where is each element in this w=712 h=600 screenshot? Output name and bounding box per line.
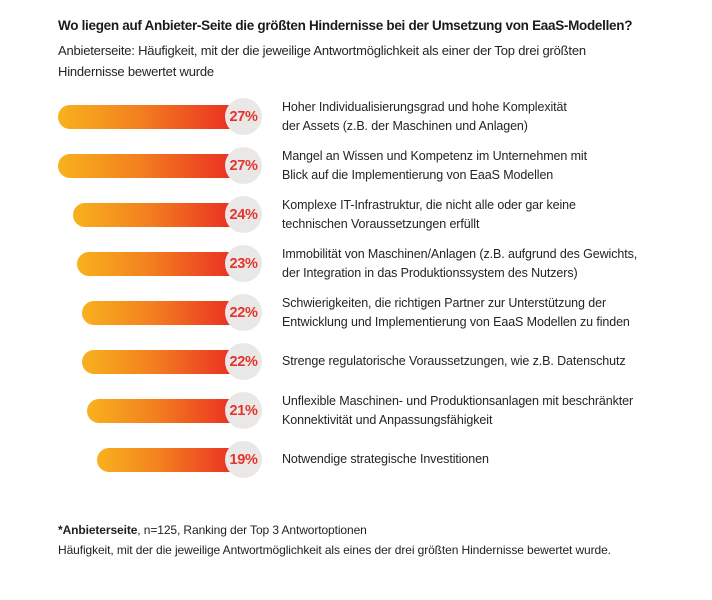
bar-row: 22% Strenge regulatorische Voraussetzung… (0, 337, 712, 386)
bar-row: 22% Schwierigkeiten, die richtigen Partn… (0, 288, 712, 337)
bar-row: 27% Hoher Individualisierungsgrad und ho… (0, 92, 712, 141)
bar-label: Strenge regulatorische Voraussetzungen, … (282, 354, 626, 368)
bar (77, 251, 238, 276)
value-badge: 23% (225, 245, 262, 282)
page-title: Wo liegen auf Anbieter-Seite die größten… (58, 18, 633, 33)
bar-label: Mangel an Wissen und Kompetenz im Untern… (282, 148, 587, 182)
bar-label: Hoher Individualisierungsgrad und hohe K… (282, 99, 567, 133)
bar (82, 300, 238, 325)
footnote: *Anbieterseite, n=125, Ranking der Top 3… (58, 520, 706, 560)
bar-label: Notwendige strategische Investitionen (282, 452, 489, 466)
bar-label: Komplexe IT-Infrastruktur, die nicht all… (282, 197, 576, 231)
value-badge: 22% (225, 343, 262, 380)
value-label: 22% (229, 304, 258, 321)
value-badge: 22% (225, 294, 262, 331)
bar-row: 23% Immobilität von Maschinen/Anlagen (z… (0, 239, 712, 288)
bar-label: Unflexible Maschinen- und Produktionsanl… (282, 393, 634, 427)
value-label: 24% (229, 206, 258, 223)
bar (58, 104, 238, 129)
page-subtitle: Anbieterseite: Häufigkeit, mit der die j… (58, 43, 586, 79)
footnote-sample: , n=125, Ranking der Top 3 Antwortoption… (137, 523, 367, 537)
value-label: 27% (229, 157, 258, 174)
value-badge: 24% (225, 196, 262, 233)
bar (82, 349, 238, 374)
footnote-source: *Anbieterseite (58, 523, 138, 537)
bar-chart: 27% Hoher Individualisierungsgrad und ho… (0, 92, 712, 484)
bar-row: 21% Unflexible Maschinen- und Produktion… (0, 386, 712, 435)
value-label: 19% (229, 451, 258, 468)
value-label: 23% (229, 255, 258, 272)
bar-label: Schwierigkeiten, die richtigen Partner z… (282, 295, 630, 329)
value-label: 21% (229, 402, 258, 419)
value-badge: 21% (225, 392, 262, 429)
value-badge: 27% (225, 147, 262, 184)
bar-row: 19% Notwendige strategische Investitione… (0, 435, 712, 484)
bar-label: Immobilität von Maschinen/Anlagen (z.B. … (282, 246, 638, 280)
bar (58, 153, 238, 178)
bar (87, 398, 238, 423)
footnote-line2: Häufigkeit, mit der die jeweilige Antwor… (58, 543, 611, 557)
value-badge: 27% (225, 98, 262, 135)
footnote-line1: *Anbieterseite, n=125, Ranking der Top 3… (58, 520, 706, 540)
bar-row: 27% Mangel an Wissen und Kompetenz im Un… (0, 141, 712, 190)
bar-row: 24% Komplexe IT-Infrastruktur, die nicht… (0, 190, 712, 239)
value-badge: 19% (225, 441, 262, 478)
value-label: 27% (229, 108, 258, 125)
bar (72, 202, 238, 227)
bar (96, 447, 238, 472)
value-label: 22% (229, 353, 258, 370)
